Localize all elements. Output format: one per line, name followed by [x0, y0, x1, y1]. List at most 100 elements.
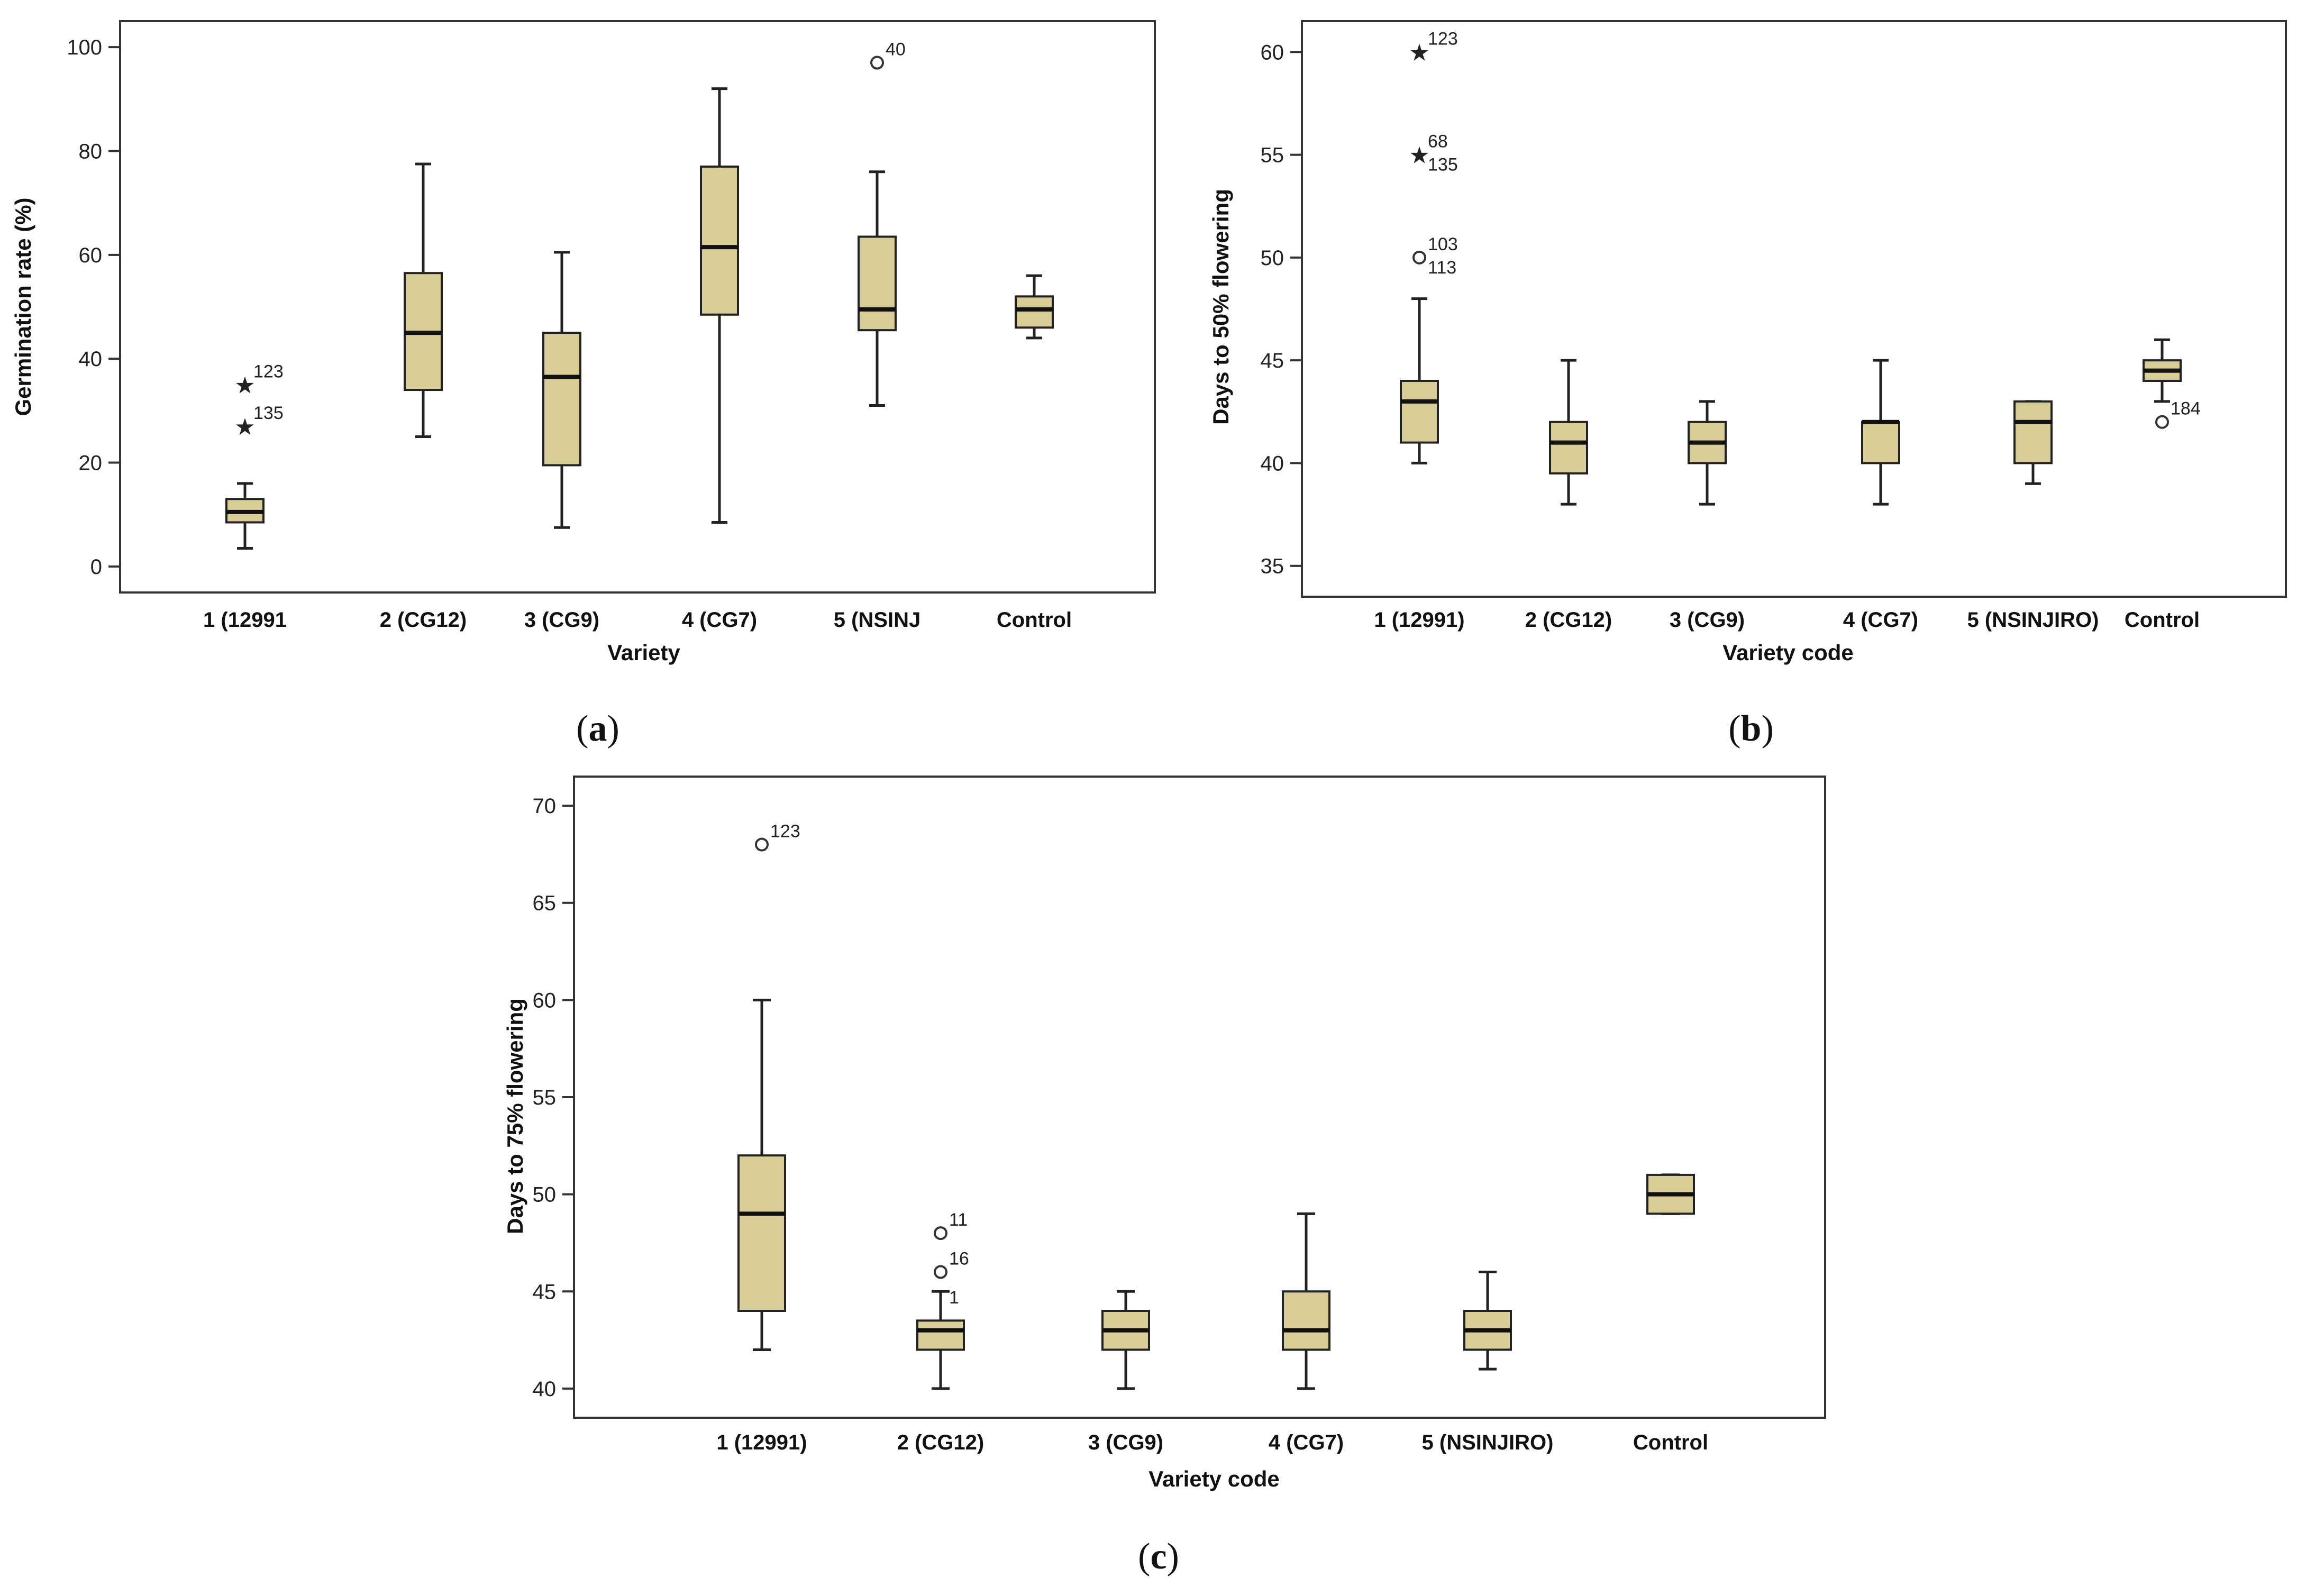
panel-b-box-1	[1400, 297, 1439, 464]
panel-b-outlier-label: 135	[1428, 155, 1458, 175]
panel-c-outlier-circle	[755, 837, 769, 852]
panel-c-y-tick-label: 45	[533, 1280, 557, 1303]
panel-c-chart: Days to 75% flowering Variety code 40 45 5…	[503, 776, 1826, 1491]
panel-c-y-tick-label: 40	[533, 1378, 557, 1401]
panel-a-x-tick-label: Control	[997, 608, 1072, 632]
panel-b-y-tick-label: 45	[1261, 349, 1284, 372]
panel-c-box-1	[737, 998, 786, 1351]
panel-b-iqr-box	[1549, 421, 1588, 475]
panel-c-iqr-box	[916, 1319, 965, 1351]
panel-b-y-tick-label: 50	[1261, 247, 1284, 270]
panel-c-x-tick-label: Control	[1633, 1431, 1708, 1454]
panel-c-x-axis-title: Variety code	[1148, 1466, 1279, 1491]
panel-c-x-tick-label: 1 (12991)	[716, 1431, 807, 1454]
panel-a-x-axis-title: Variety	[607, 640, 680, 665]
panel-c-x-tick-label: 2 (CG12)	[897, 1431, 985, 1454]
panel-b-label: (b)	[1728, 708, 1774, 749]
panel-a-label: (a)	[576, 708, 619, 749]
panel-a-outlier-circle	[870, 56, 884, 70]
panel-b-y-tick-label: 55	[1261, 144, 1284, 167]
panel-a-box-3	[542, 251, 581, 529]
panel-c-y-tick-label: 50	[533, 1183, 557, 1207]
panel-c-box-2	[916, 1290, 965, 1390]
panel-b-outlier-label: 184	[2171, 399, 2201, 419]
panel-b-box-6	[2143, 338, 2182, 403]
panel-b-outlier-star: ★	[1409, 39, 1429, 66]
panel-c-y-tick-label: 65	[533, 892, 557, 915]
panel-b-box-3	[1688, 400, 1727, 506]
panel-a-box-2	[404, 162, 443, 438]
panel-a-iqr-box	[700, 165, 739, 316]
panel-a-iqr-box	[858, 235, 897, 332]
panel-a-y-tick-label: 60	[79, 244, 103, 267]
panel-a-y-tick-label: 80	[79, 140, 103, 163]
panel-b-outlier-label: 103	[1428, 234, 1458, 254]
panel-c-outlier-label: 123	[770, 822, 800, 842]
panel-b-x-axis-title: Variety code	[1722, 640, 1853, 665]
panel-b-y-axis-title: Days to 50% flowering	[1208, 189, 1233, 425]
panel-c-outlier-label: 11	[949, 1210, 968, 1230]
panel-b-box-5	[2013, 400, 2053, 485]
panel-a-outlier-star: ★	[234, 372, 255, 399]
panel-a-outlier-label: 40	[886, 40, 906, 60]
panel-b-y-tick-label: 60	[1261, 41, 1284, 64]
panel-b-outlier-label: 68	[1428, 132, 1448, 152]
panel-a-x-tick-label: 4 (CG7)	[682, 608, 757, 632]
panel-c-outlier-circle	[934, 1265, 947, 1279]
panel-c-x-tick-label: 5 (NSINJIRO)	[1422, 1431, 1554, 1454]
panel-b-iqr-box	[2013, 400, 2053, 464]
panel-c-x-tick-label: 3 (CG9)	[1088, 1431, 1163, 1454]
panel-a-iqr-box	[1015, 295, 1054, 329]
panel-b-x-tick-label: 1 (12991)	[1374, 608, 1464, 632]
panel-b-x-tick-label: 5 (NSINJIRO)	[1967, 608, 2099, 632]
panel-b-outlier-circle	[2155, 415, 2169, 429]
panel-a-y-tick-label: 20	[79, 452, 103, 475]
panel-c-y-tick-label: 70	[533, 795, 557, 818]
panel-b-outlier-star: ★	[1409, 142, 1429, 169]
panel-a-outlier-label: 135	[253, 403, 284, 423]
panel-b-box-2	[1549, 359, 1588, 506]
panel-a-box-1	[225, 482, 265, 550]
panel-c-box-6	[1646, 1173, 1695, 1215]
panel-b-plot-frame	[1301, 20, 2287, 598]
panel-c-outlier-label: 16	[949, 1249, 969, 1269]
panel-c-y-tick-label: 60	[533, 989, 557, 1012]
panel-b-y-tick-label: 40	[1261, 452, 1284, 475]
panel-b-iqr-box	[1400, 380, 1439, 444]
panel-a-plot-frame	[119, 20, 1156, 594]
panel-c-box-3	[1101, 1290, 1150, 1390]
panel-b-outlier-circle	[1412, 250, 1426, 265]
panel-a-iqr-box	[542, 332, 581, 467]
panel-b-y-tick-label: 35	[1261, 555, 1284, 578]
panel-a-box-6	[1015, 274, 1054, 340]
panel-c-label: (c)	[1138, 1536, 1179, 1577]
panel-c-y-axis-title: Days to 75% flowering	[503, 998, 527, 1234]
panel-b-x-tick-label: 3 (CG9)	[1670, 608, 1745, 632]
panel-a-y-tick-label: 40	[79, 348, 103, 371]
panel-a-outlier-label: 123	[253, 361, 284, 381]
panel-a-x-tick-label: 3 (CG9)	[524, 608, 599, 632]
panel-a-box-4	[700, 87, 739, 524]
panel-b-x-tick-label: 4 (CG7)	[1843, 608, 1918, 632]
panel-a-y-tick-label: 0	[90, 555, 102, 579]
panel-b-chart: Days to 50% flowering Variety code 35 40 4…	[1208, 20, 2287, 665]
panel-c-box-5	[1463, 1271, 1512, 1371]
panel-a-y-axis-title: Germination rate (%)	[11, 197, 35, 416]
panel-b-box-4	[1861, 359, 1900, 506]
panel-c-outlier-label: 1	[949, 1288, 959, 1308]
panel-b-outlier-label: 113	[1428, 258, 1456, 278]
panel-c-iqr-box	[1282, 1290, 1330, 1351]
panel-b-outlier-label: 123	[1428, 29, 1458, 49]
panel-c-outlier-circle	[934, 1226, 947, 1241]
panel-c-iqr-box	[737, 1154, 786, 1312]
panel-c-x-tick-label: 4 (CG7)	[1269, 1431, 1344, 1454]
panel-a-y-tick-label: 100	[67, 36, 102, 59]
panel-c-y-tick-label: 55	[533, 1086, 557, 1109]
panel-a-chart: Germination rate (%) Variety 0 20 40 60 80 10…	[11, 20, 1156, 665]
panel-b-x-tick-label: Control	[2125, 608, 2200, 632]
panel-a-outlier-star: ★	[234, 414, 255, 441]
panel-b-iqr-box	[1861, 421, 1900, 464]
panel-c-box-4	[1282, 1212, 1330, 1390]
panel-a-x-tick-label: 2 (CG12)	[380, 608, 467, 632]
